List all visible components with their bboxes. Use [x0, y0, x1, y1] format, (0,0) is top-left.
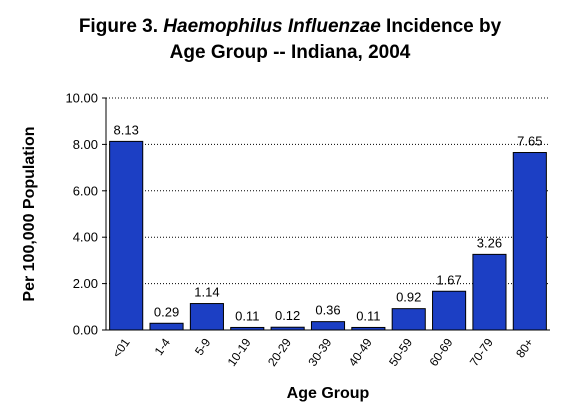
bar [391, 308, 426, 331]
x-tick-label: 5-9 [192, 335, 214, 358]
bar [472, 253, 507, 331]
x-axis-ticks: <01 1-4 5-9 10-19 20-29 30-39 40-49 50-59 60-69 7… [109, 335, 536, 368]
x-tick-label: <01 [109, 335, 132, 360]
x-tick-label: 80+ [513, 336, 536, 361]
data-labels: 8.13 0.29 1.14 0.11 0.12 0.36 0.11 0.92 1.67 3.26… [114, 122, 543, 323]
y-axis-ticks: 0.00 2.00 4.00 6.00 8.00 10.00 [65, 91, 106, 338]
title-organism: Haemophilus Influenzae [163, 16, 381, 37]
bars [109, 140, 547, 331]
x-tick-label: 60-69 [426, 335, 455, 368]
bar [189, 303, 224, 331]
bar [432, 290, 467, 331]
data-label: 0.29 [154, 304, 179, 319]
y-tick-label: 0.00 [73, 323, 98, 338]
x-tick-label: 50-59 [386, 335, 415, 368]
data-label: 0.92 [396, 290, 421, 305]
data-label: 0.11 [356, 308, 380, 323]
y-axis-title: Per 100,000 Population [21, 126, 38, 301]
title-suffix: Incidence by [380, 16, 502, 37]
bar [310, 321, 346, 331]
y-tick-label: 2.00 [73, 276, 98, 291]
data-label: 8.13 [114, 122, 139, 137]
y-tick-label: 4.00 [73, 230, 98, 245]
chart-title-line-2: Age Group -- Indiana, 2004 [169, 42, 411, 63]
y-tick-label: 8.00 [73, 137, 98, 152]
y-tick-label: 6.00 [73, 183, 98, 198]
x-tick-label: 40-49 [346, 335, 375, 368]
x-axis-title: Age Group [287, 385, 370, 402]
data-label: 0.12 [275, 308, 300, 323]
x-tick-label: 20-29 [265, 335, 294, 368]
title-prefix: Figure 3. [78, 16, 164, 37]
x-tick-label: 1-4 [152, 335, 174, 358]
x-tick-label: 10-19 [225, 335, 254, 368]
x-tick-label: 70-79 [467, 335, 496, 368]
bar [149, 322, 184, 331]
chart-title-line-1: Figure 3. Haemophilus Influenzae Inciden… [0, 14, 580, 40]
data-label: 1.67 [436, 272, 461, 287]
bar [512, 152, 547, 331]
data-label: 1.14 [194, 285, 219, 300]
x-tick-label: 30-39 [305, 335, 334, 368]
data-label: 3.26 [477, 235, 502, 250]
data-label: 0.11 [235, 308, 259, 323]
data-label: 7.65 [517, 134, 542, 149]
data-label: 0.36 [315, 303, 340, 318]
bar [109, 140, 144, 331]
y-tick-label: 10.00 [65, 91, 98, 106]
